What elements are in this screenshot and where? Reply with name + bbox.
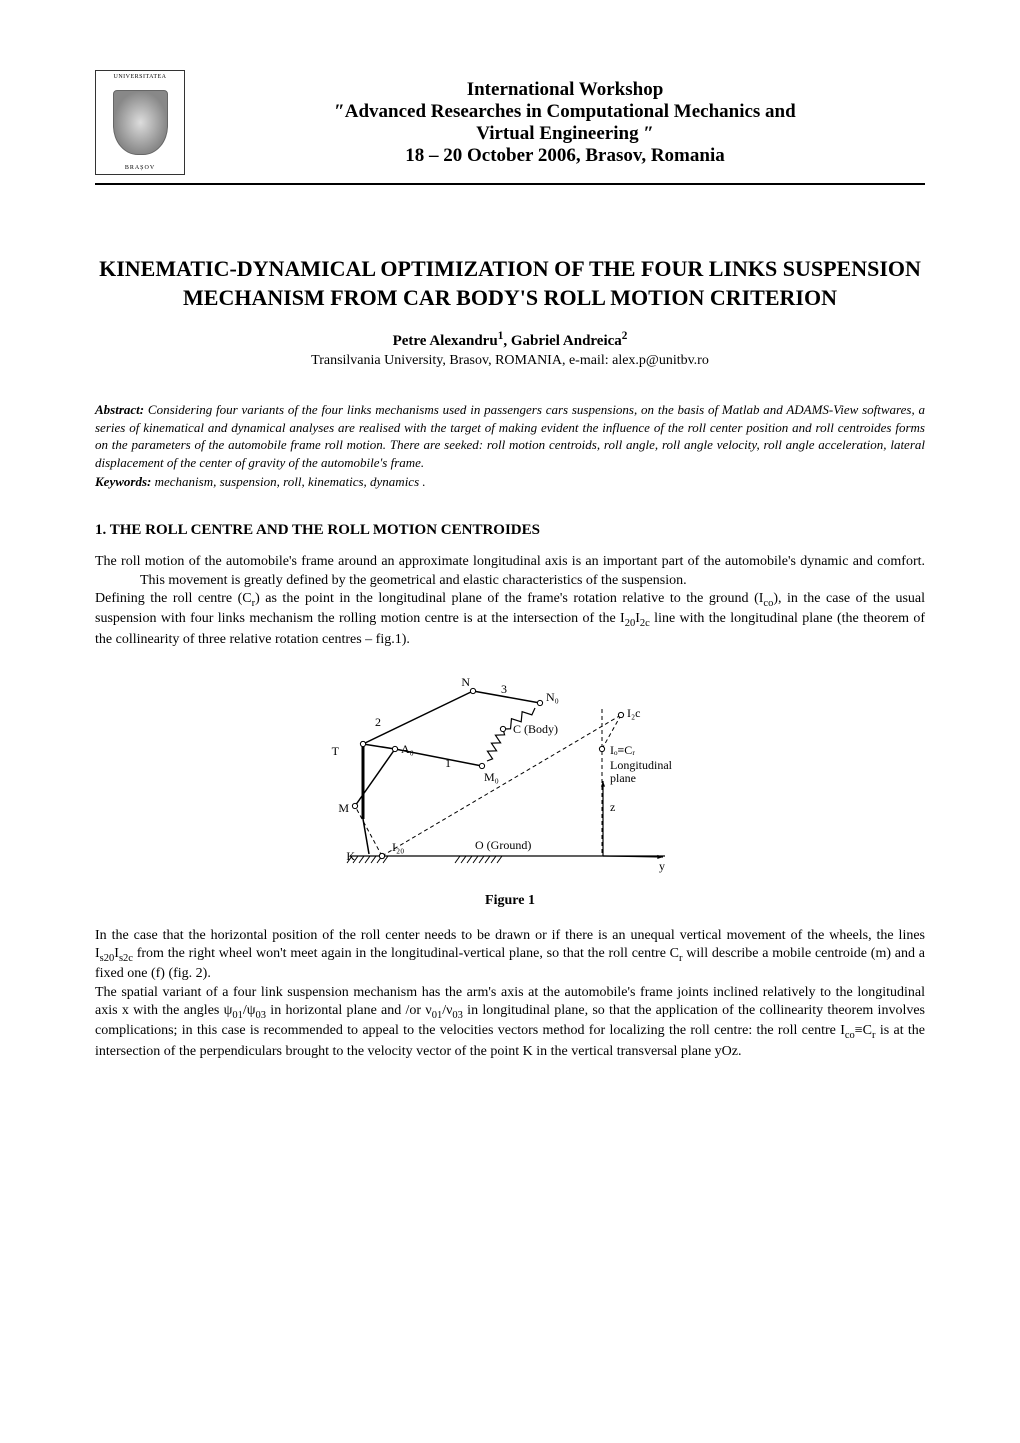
svg-text:z: z — [610, 800, 615, 814]
paper-affiliation: Transilvania University, Brasov, ROMANIA… — [95, 353, 925, 369]
paper-authors: Petre Alexandru1, Gabriel Andreica2 — [95, 330, 925, 350]
svg-text:M₀: M₀ — [484, 770, 499, 784]
section1-p3: In the case that the horizontal position… — [95, 927, 925, 984]
svg-text:K: K — [346, 849, 355, 863]
svg-text:1: 1 — [445, 756, 451, 770]
figure1-container: N 3 N₀ 2 C (Body) T A₀ 1 M₀ I₂c Iₒ≡CᵣLongitudinalp… — [95, 671, 925, 909]
section1-heading: 1. THE ROLL CENTRE AND THE ROLL MOTION C… — [95, 522, 925, 539]
logo-top-text: UNIVERSITATEA — [113, 74, 166, 80]
page-header: UNIVERSITATEA BRAȘOV International Works… — [95, 70, 925, 175]
svg-text:Longitudinal: Longitudinal — [610, 758, 673, 772]
keywords-block: Keywords: mechanism, suspension, roll, k… — [95, 474, 925, 490]
svg-text:I₂₀: I₂₀ — [392, 840, 404, 854]
svg-text:O (Ground): O (Ground) — [475, 838, 531, 852]
logo-shield-icon — [113, 90, 168, 155]
workshop-line2: ″Advanced Researches in Computational Me… — [205, 101, 925, 123]
svg-text:M: M — [338, 801, 349, 815]
svg-text:I₂c: I₂c — [627, 706, 641, 720]
abstract-text: Considering four variants of the four li… — [95, 402, 925, 470]
keywords-label: Keywords: — [95, 474, 151, 489]
abstract-label: Abstract: — [95, 402, 144, 417]
section1-p2: Defining the roll centre (Cr) as the poi… — [95, 590, 925, 649]
figure1-diagram: N 3 N₀ 2 C (Body) T A₀ 1 M₀ I₂c Iₒ≡CᵣLongitudinalp… — [325, 671, 695, 886]
svg-text:2: 2 — [375, 715, 381, 729]
keywords-text: mechanism, suspension, roll, kinematics,… — [151, 474, 425, 489]
section1-p4: The spatial variant of a four link suspe… — [95, 984, 925, 1061]
svg-text:C (Body): C (Body) — [513, 722, 558, 736]
section1-p1: The roll motion of the automobile's fram… — [95, 553, 925, 589]
svg-text:Iₒ≡Cᵣ: Iₒ≡Cᵣ — [610, 743, 635, 757]
header-divider — [95, 183, 925, 185]
svg-text:3: 3 — [501, 682, 507, 696]
paper-title: KINEMATIC-DYNAMICAL OPTIMIZATION OF THE … — [95, 255, 925, 312]
workshop-line4: 18 – 20 October 2006, Brasov, Romania — [205, 145, 925, 167]
logo-bottom-text: BRAȘOV — [125, 165, 155, 171]
workshop-line3: Virtual Engineering ″ — [205, 123, 925, 145]
svg-text:N₀: N₀ — [546, 690, 559, 704]
svg-text:A₀: A₀ — [401, 742, 414, 756]
workshop-line1: International Workshop — [205, 79, 925, 101]
university-logo: UNIVERSITATEA BRAȘOV — [95, 70, 185, 175]
svg-text:y: y — [659, 859, 665, 873]
figure1-caption: Figure 1 — [95, 893, 925, 909]
workshop-title-block: International Workshop ″Advanced Researc… — [205, 79, 925, 167]
abstract-block: Abstract: Considering four variants of t… — [95, 401, 925, 471]
svg-text:T: T — [332, 744, 340, 758]
svg-text:plane: plane — [610, 771, 636, 785]
svg-text:N: N — [461, 675, 470, 689]
